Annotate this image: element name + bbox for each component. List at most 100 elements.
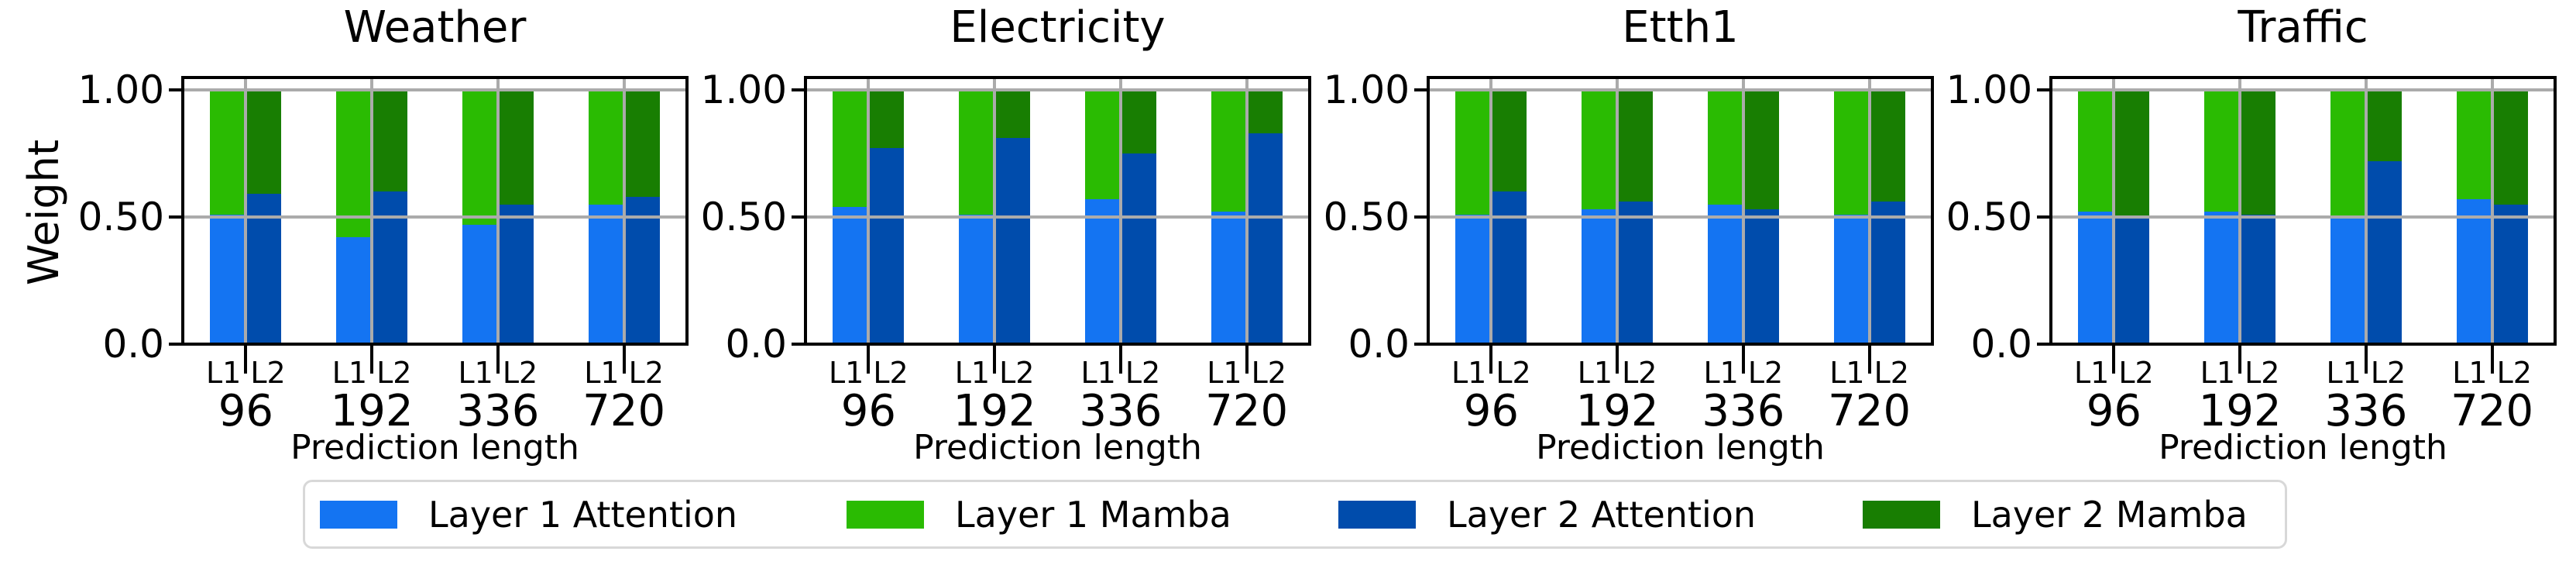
bar-label-l2: L2 (1125, 356, 1161, 390)
y-tick-label: 1.00 (700, 67, 787, 112)
bar-segment-layer2-mamba-720 (1246, 90, 1283, 133)
bar-label-l1: L1 (2326, 356, 2361, 390)
bar-segment-layer1-attention-720 (588, 204, 624, 344)
bar-segment-layer1-mamba-96 (833, 90, 869, 207)
gridline-horizontal (1428, 215, 1932, 219)
bar-segment-layer1-attention-336 (462, 224, 498, 344)
bar-segment-layer1-attention-720 (2456, 199, 2492, 344)
gridline-vertical (622, 78, 626, 344)
x-category-label: 192 (2198, 386, 2282, 436)
gridline-horizontal (805, 88, 1310, 91)
bar-label-l2: L2 (1622, 356, 1657, 390)
x-tick (1245, 344, 1249, 374)
subplot-title-electricity: Electricity (950, 2, 1166, 53)
gridline-horizontal (805, 215, 1310, 219)
gridline-vertical (2238, 78, 2242, 344)
x-tick (867, 344, 871, 374)
bar-label-l1: L1 (1080, 356, 1116, 390)
axis-spine-bottom (1427, 343, 1934, 346)
x-tick (244, 344, 248, 374)
bar-segment-layer2-mamba-336 (1120, 90, 1156, 153)
axis-spine-right (685, 76, 689, 346)
legend: Layer 1 Attention Layer 1 Mamba Layer 2 At… (303, 480, 2287, 549)
gridline-vertical (867, 78, 871, 344)
bar-segment-layer1-attention-192 (2204, 212, 2241, 344)
bar-segment-layer1-attention-336 (1084, 199, 1121, 344)
bar-segment-layer1-mamba-96 (210, 90, 246, 215)
x-category-label: 192 (330, 386, 414, 436)
gridline-vertical (1118, 78, 1122, 344)
x-category-label: 192 (1575, 386, 1659, 436)
bar-label-l2: L2 (1874, 356, 1909, 390)
gridline-horizontal (183, 215, 687, 219)
bar-label-l1: L1 (1207, 356, 1242, 390)
y-tick-label: 1.00 (77, 67, 164, 112)
x-category-label: 96 (2086, 386, 2142, 436)
y-tick (2037, 343, 2049, 346)
bar-segment-layer1-attention-192 (1582, 209, 1618, 344)
gridline-horizontal (2051, 215, 2555, 219)
axis-spine-top (1427, 76, 1934, 79)
gridline-vertical (370, 78, 374, 344)
bar-segment-layer2-mamba-192 (372, 90, 408, 192)
bar-label-l1: L1 (584, 356, 620, 390)
axis-spine-right (1931, 76, 1934, 346)
x-axis-label: Prediction length (913, 428, 1202, 467)
y-tick-label: 0.50 (1946, 195, 2032, 239)
bar-label-l1: L1 (1703, 356, 1739, 390)
bar-segment-layer2-mamba-96 (868, 90, 905, 149)
bar-segment-layer1-mamba-720 (1833, 90, 1870, 215)
bar-segment-layer1-attention-192 (336, 237, 373, 344)
x-tick (2490, 344, 2494, 374)
y-tick-label: 0.0 (102, 322, 164, 367)
bar-segment-layer1-attention-96 (2078, 212, 2114, 344)
bar-segment-layer2-attention-96 (2114, 217, 2150, 344)
legend-label-layer1_mamba: Layer 1 Mamba (955, 493, 1231, 536)
legend-swatch-layer1_mamba (847, 501, 924, 529)
gridline-vertical (496, 78, 500, 344)
axis-spine-top (804, 76, 1311, 79)
bar-segment-layer2-mamba-192 (1617, 90, 1654, 202)
gridline-vertical (1489, 78, 1493, 344)
legend-swatch-layer1_attention (320, 501, 397, 529)
bar-segment-layer2-mamba-192 (2240, 90, 2276, 215)
bar-segment-layer2-attention-720 (623, 196, 660, 344)
bar-segment-layer2-attention-192 (2240, 214, 2276, 344)
x-tick (1489, 344, 1493, 374)
x-tick (370, 344, 374, 374)
x-tick (622, 344, 626, 374)
x-tick (2112, 344, 2116, 374)
gridline-vertical (1616, 78, 1619, 344)
y-tick-label: 1.00 (1946, 67, 2032, 112)
bar-segment-layer2-attention-192 (1617, 202, 1654, 344)
x-tick (1741, 344, 1745, 374)
bar-segment-layer2-mamba-192 (994, 90, 1031, 139)
legend-label-layer1_attention: Layer 1 Attention (428, 493, 738, 536)
x-axis-label: Prediction length (1536, 428, 1825, 467)
x-category-label: 336 (1702, 386, 1785, 436)
bar-segment-layer1-mamba-192 (1582, 90, 1618, 210)
axis-spine-bottom (804, 343, 1311, 346)
gridline-horizontal (183, 88, 687, 91)
axis-spine-top (2049, 76, 2557, 79)
bar-segment-layer1-attention-96 (210, 214, 246, 344)
bar-label-l1: L1 (2200, 356, 2236, 390)
bar-segment-layer2-attention-336 (1743, 209, 1779, 344)
gridline-vertical (2112, 78, 2116, 344)
y-tick (169, 88, 181, 91)
axis-spine-left (181, 76, 184, 346)
y-tick-label: 0.0 (1348, 322, 1410, 367)
gridline-vertical (1245, 78, 1249, 344)
x-category-label: 720 (1828, 386, 1911, 436)
bar-segment-layer2-attention-720 (1869, 202, 1905, 344)
bar-segment-layer1-mamba-96 (2078, 90, 2114, 212)
bar-label-l2: L2 (628, 356, 664, 390)
bar-label-l2: L2 (2118, 356, 2154, 390)
bar-label-l2: L2 (1747, 356, 1784, 390)
bar-segment-layer1-attention-96 (1455, 214, 1492, 344)
axis-spine-bottom (2049, 343, 2557, 346)
x-tick (2364, 344, 2368, 374)
gridline-vertical (2490, 78, 2494, 344)
bar-segment-layer1-mamba-192 (336, 90, 373, 238)
